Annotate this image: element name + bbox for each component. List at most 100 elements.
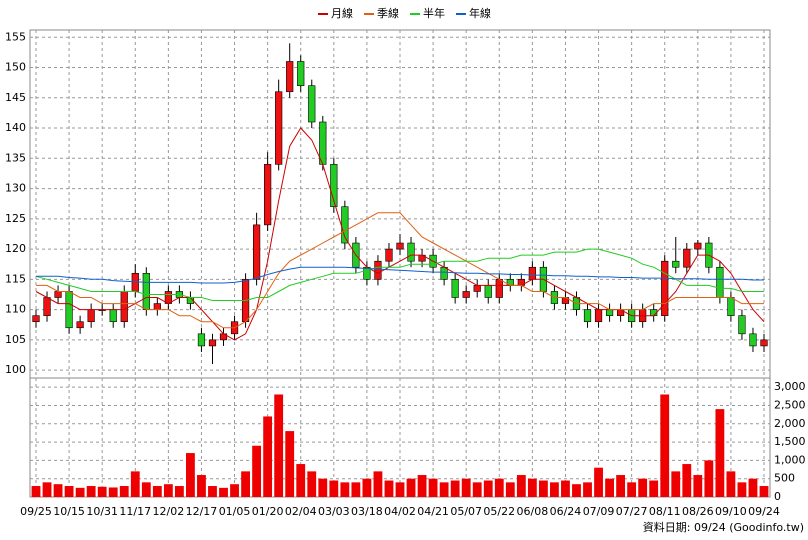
volume-bar [186,453,195,497]
x-tick-label: 07/27 [616,505,648,518]
volume-bar [538,480,548,497]
candle-body [484,285,492,298]
volume-bar [406,478,416,497]
volume-bar [53,484,63,497]
legend-label: 季線 [377,6,399,20]
y-tick-label: 135 [5,151,26,164]
x-tick-label: 01/20 [252,505,284,518]
volume-bar [219,487,228,497]
candle-body [738,315,746,335]
volume-bar [318,478,328,497]
volume-bar [682,464,692,497]
volume-bar [693,475,703,497]
y-tick-label: 115 [5,272,26,285]
y-tick-label: 125 [5,212,26,225]
volume-bar [42,482,52,497]
x-tick-label: 11/17 [119,505,151,518]
plot-frame [29,29,771,498]
x-tick-label: 03/18 [351,505,383,518]
candle-body [594,309,603,323]
x-tick-label: 08/11 [649,505,681,518]
candle-body [473,285,481,292]
volume-bar [263,416,273,497]
volume-bar [351,482,361,497]
footer-note: 資料日期: 09/24 (Goodinfo.tw) [643,520,804,534]
volume-bar [252,445,262,497]
volume-bar [307,471,317,497]
volume-bar [660,394,670,497]
x-tick-label: 09/10 [715,505,747,518]
candle-body [153,303,161,310]
volume-bar [241,471,250,497]
volume-bar [197,475,206,497]
candle-body [583,309,592,323]
volume-bar [208,486,217,497]
candle-body [605,309,614,316]
volume-bar [627,482,637,497]
volume-bar [726,471,736,497]
candle-body [120,291,128,323]
candle-body [749,333,757,347]
candle-body [396,242,404,250]
volume-bar [616,475,626,497]
candle-body [672,260,680,268]
volume-bar [638,478,648,497]
candle-body [142,272,150,310]
volume-bar [340,482,350,497]
moving-average-line [35,127,765,341]
x-tick-label: 09/25 [20,505,52,518]
y-tick-label: 105 [5,333,26,346]
y2-tick-label: 1,000 [774,453,806,466]
volume-bar [505,482,515,497]
volume-bar [594,467,603,497]
legend-label: 年線 [469,6,491,20]
moving-average-line [36,266,764,284]
y2-tick-label: 2,000 [774,417,806,430]
y-tick-label: 100 [5,363,26,376]
volume-bar [483,480,493,497]
moving-average-line [35,248,764,301]
volume-bar [152,486,162,497]
volume-bar [86,486,96,497]
candle-body [716,266,724,298]
volume-bar [230,484,239,497]
volume-bar [97,486,107,497]
volume-bar [31,486,41,497]
candle-body [286,61,294,93]
volume-bar [472,482,482,497]
x-tick-label: 08/26 [682,505,714,518]
x-tick-label: 01/05 [219,505,251,518]
volume-bar [671,471,681,497]
y-tick-label: 110 [5,303,26,316]
volume-bar [748,478,758,497]
x-tick-label: 02/04 [285,505,317,518]
volume-bar [108,487,118,497]
candle-body [76,321,84,329]
x-tick-label: 06/08 [517,505,549,518]
candle-body [87,309,95,323]
volume-bar [737,482,747,497]
volume-bar [362,478,372,497]
x-tick-label: 06/24 [550,505,582,518]
volume-bar [373,471,383,497]
volume-bar [141,482,151,497]
candle-body [109,309,117,323]
volume-bar [572,484,581,497]
volume-bar [163,484,173,497]
x-tick-label: 07/09 [583,505,615,518]
volume-bar [605,478,614,497]
volume-bar [174,486,184,497]
y-tick-label: 150 [5,61,26,74]
volume-bar [583,482,592,497]
candle-body [374,260,382,280]
candle-body [528,266,536,280]
x-tick-label: 05/07 [450,505,482,518]
y-tick-label: 140 [5,121,26,134]
volume-bar [417,475,427,497]
x-tick-label: 12/17 [186,505,218,518]
volume-bar [494,478,504,497]
y2-tick-label: 3,000 [774,380,806,393]
x-tick-label: 05/22 [483,505,515,518]
volume-bar [285,431,295,497]
